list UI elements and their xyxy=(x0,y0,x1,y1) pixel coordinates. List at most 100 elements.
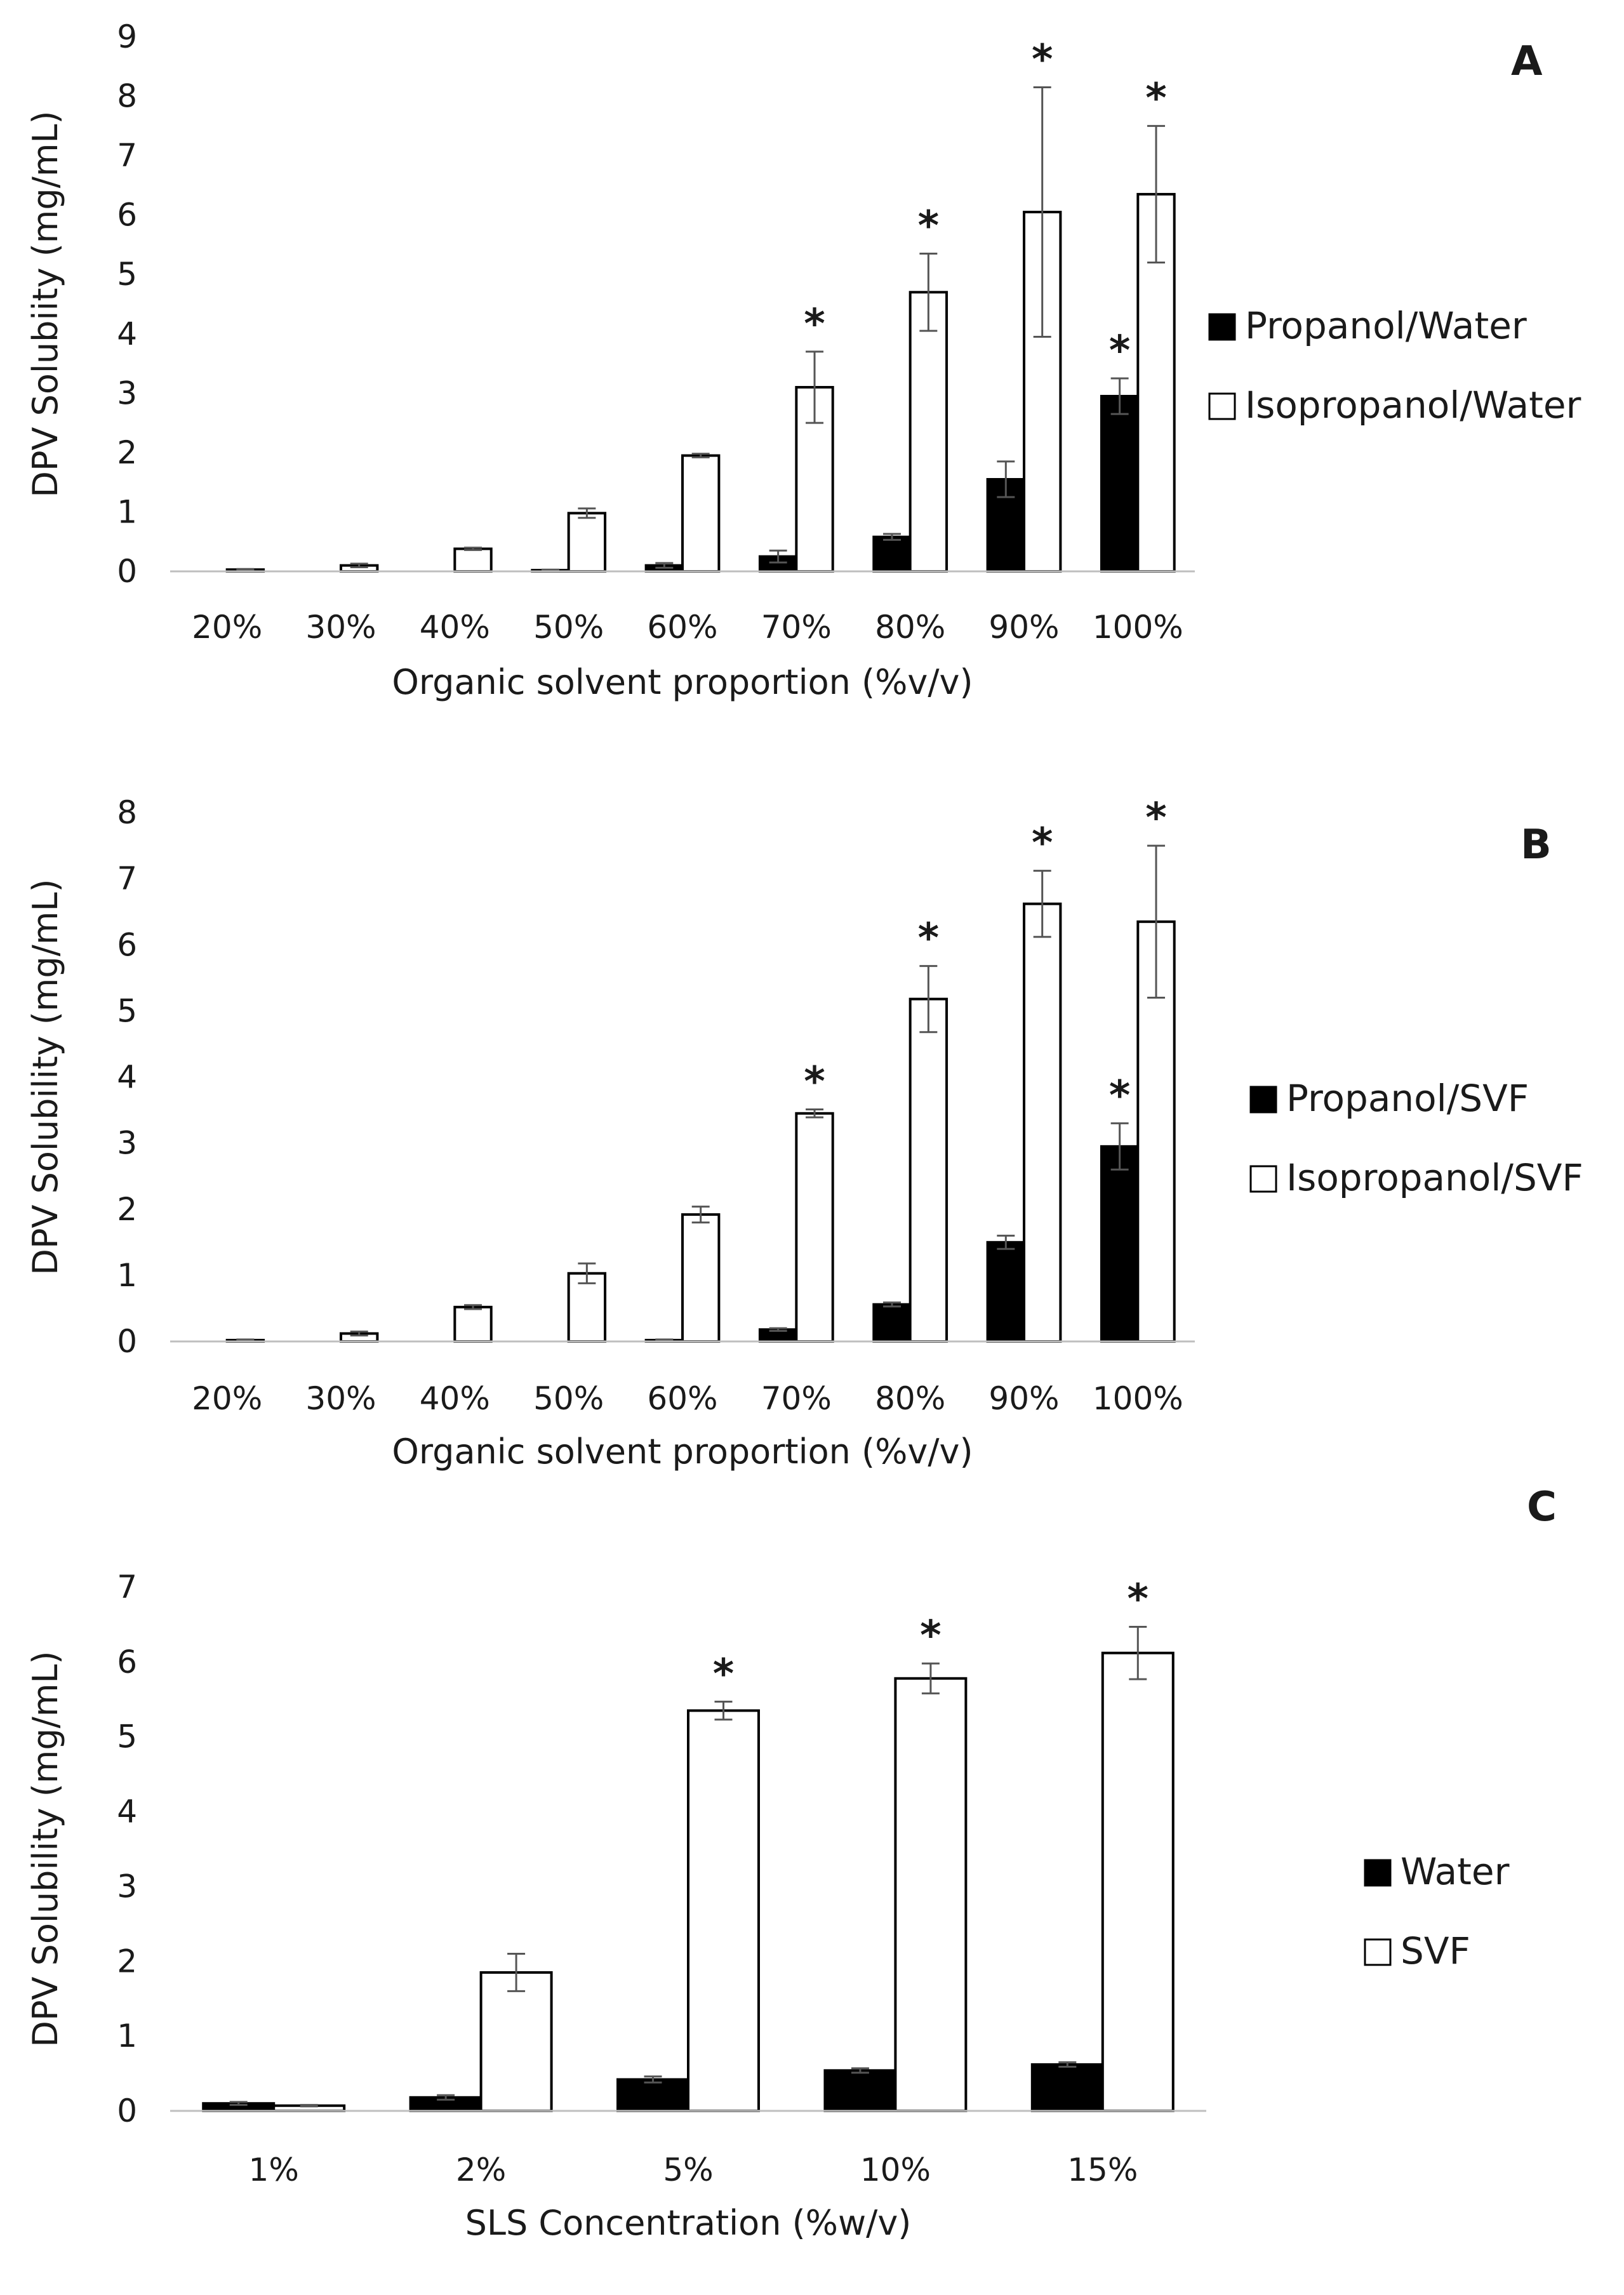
legend-swatch xyxy=(1249,1086,1277,1114)
bar-water-10pct xyxy=(823,2069,897,2113)
bar-water-5pct xyxy=(616,2078,689,2112)
x-tick-label: 15% xyxy=(1067,2152,1138,2188)
x-tick-label: 10% xyxy=(860,2152,931,2188)
y-axis-title: DPV Solubiity (mg/mL) xyxy=(25,110,65,497)
significance-star: * xyxy=(1109,1072,1130,1119)
y-tick-label: 7 xyxy=(117,1569,137,1606)
significance-star: * xyxy=(1032,37,1053,84)
significance-star: * xyxy=(918,915,939,962)
bar-propanol-svf-100pct xyxy=(1100,1145,1140,1343)
y-tick-label: 2 xyxy=(117,434,137,471)
y-tick-label: 3 xyxy=(117,375,137,411)
y-tick-label: 1 xyxy=(117,1257,137,1294)
x-tick-label: 30% xyxy=(305,1380,376,1417)
x-tick-label: 40% xyxy=(420,1380,490,1417)
significance-star: * xyxy=(1128,1576,1148,1623)
legend-label: Water xyxy=(1401,1850,1510,1893)
bar-isopropanol-water-40pct xyxy=(453,547,493,573)
y-tick-label: 7 xyxy=(117,137,137,174)
significance-star: * xyxy=(1145,795,1166,842)
y-tick-label: 1 xyxy=(117,2018,137,2054)
legend-label: Isopropanol/Water xyxy=(1245,383,1581,427)
bar-svf-2pct xyxy=(479,1971,553,2113)
bar-propanol-water-80pct xyxy=(872,535,912,573)
significance-star: * xyxy=(804,301,825,348)
bar-isopropanol-water-80pct xyxy=(909,291,948,573)
y-tick-label: 4 xyxy=(117,316,137,352)
panel-label: B xyxy=(1521,822,1552,868)
x-axis-title: Organic solvent proportion (%v/v) xyxy=(392,662,973,702)
y-tick-label: 5 xyxy=(117,992,137,1029)
x-axis-title: Organic solvent proportion (%v/v) xyxy=(392,1432,973,1472)
x-tick-label: 50% xyxy=(533,609,604,646)
x-tick-label: 90% xyxy=(988,1380,1059,1417)
x-tick-label: 70% xyxy=(761,1380,832,1417)
panel-label: A xyxy=(1511,38,1543,85)
significance-star: * xyxy=(804,1059,825,1106)
y-tick-label: 6 xyxy=(117,1644,137,1680)
bar-svf-5pct xyxy=(687,1709,760,2113)
y-tick-label: 5 xyxy=(117,1719,137,1755)
y-tick-label: 0 xyxy=(117,2092,137,2129)
x-tick-label: 50% xyxy=(533,1380,604,1417)
x-tick-label: 60% xyxy=(647,609,717,646)
bar-propanol-water-100pct xyxy=(1100,395,1140,573)
bar-isopropanol-svf-50pct xyxy=(567,1272,607,1343)
y-tick-label: 4 xyxy=(117,1059,137,1096)
x-tick-label: 20% xyxy=(192,609,262,646)
significance-star: * xyxy=(1032,820,1053,867)
legend-swatch xyxy=(1208,313,1236,341)
x-tick-label: 60% xyxy=(647,1380,717,1417)
y-tick-label: 6 xyxy=(117,197,137,234)
y-tick-label: 8 xyxy=(117,794,137,831)
x-tick-label: 100% xyxy=(1093,609,1183,646)
bar-isopropanol-water-50pct xyxy=(567,512,607,573)
y-tick-label: 6 xyxy=(117,926,137,963)
x-tick-label: 80% xyxy=(875,609,945,646)
bar-svf-10pct xyxy=(894,1677,968,2112)
chart-panel-b: 0 1 2 3 4 5 6 7 8 * * * * * 20% 30% 40% 50% 60% 70% 80% 90% 10… xyxy=(25,794,1583,1472)
x-tick-label: 1% xyxy=(249,2152,299,2188)
bar-isopropanol-svf-60pct xyxy=(681,1213,721,1343)
chart-panel-c: 0 1 2 3 4 5 6 7 * * * 1% 2% 5% 10% 15% SLS Concentration… xyxy=(25,1484,1557,2243)
bar-isopropanol-svf-80pct xyxy=(909,997,948,1343)
legend-swatch xyxy=(1208,392,1236,420)
bar-svf-15pct xyxy=(1101,1651,1175,2113)
y-axis-title: DPV Solubility (mg/mL) xyxy=(25,879,65,1275)
significance-star: * xyxy=(1145,75,1166,122)
y-tick-label: 5 xyxy=(117,256,137,293)
bar-isopropanol-svf-90pct xyxy=(1023,902,1062,1343)
chart-panel-a: 0 1 2 3 4 5 6 7 8 9 * * * * * 20% 30% 40% 50% 60% 70% 80% 90% 1… xyxy=(25,18,1581,702)
y-tick-label: 7 xyxy=(117,860,137,897)
y-tick-label: 3 xyxy=(117,1868,137,1905)
x-axis-title: SLS Concentration (%w/v) xyxy=(465,2203,912,2243)
significance-star: * xyxy=(1109,328,1130,375)
legend-swatch xyxy=(1249,1165,1277,1193)
y-tick-label: 9 xyxy=(117,18,137,55)
y-tick-label: 2 xyxy=(117,1191,137,1228)
legend-swatch xyxy=(1364,1859,1392,1887)
x-tick-label: 20% xyxy=(192,1380,262,1417)
significance-star: * xyxy=(713,1651,734,1698)
y-tick-label: 1 xyxy=(117,493,137,530)
y-tick-label: 3 xyxy=(117,1125,137,1162)
x-tick-label: 80% xyxy=(875,1380,945,1417)
legend-swatch xyxy=(1364,1938,1392,1966)
legend-label: Propanol/SVF xyxy=(1286,1077,1529,1120)
y-tick-label: 4 xyxy=(117,1793,137,1830)
legend-label: Isopropanol/SVF xyxy=(1286,1156,1583,1199)
y-axis-title: DPV Solubility (mg/mL) xyxy=(25,1651,65,2047)
significance-star: * xyxy=(918,203,939,249)
bar-isopropanol-svf-40pct xyxy=(453,1305,493,1343)
y-tick-label: 0 xyxy=(117,1323,137,1360)
panel-label: C xyxy=(1527,1484,1557,1531)
bar-water-15pct xyxy=(1030,2063,1104,2112)
significance-star: * xyxy=(920,1613,941,1660)
bar-propanol-svf-90pct xyxy=(986,1241,1025,1343)
x-tick-label: 2% xyxy=(456,2152,506,2188)
bar-isopropanol-water-60pct xyxy=(681,454,721,573)
x-tick-label: 40% xyxy=(420,609,490,646)
bar-propanol-svf-80pct xyxy=(872,1303,912,1343)
y-tick-label: 0 xyxy=(117,553,137,590)
